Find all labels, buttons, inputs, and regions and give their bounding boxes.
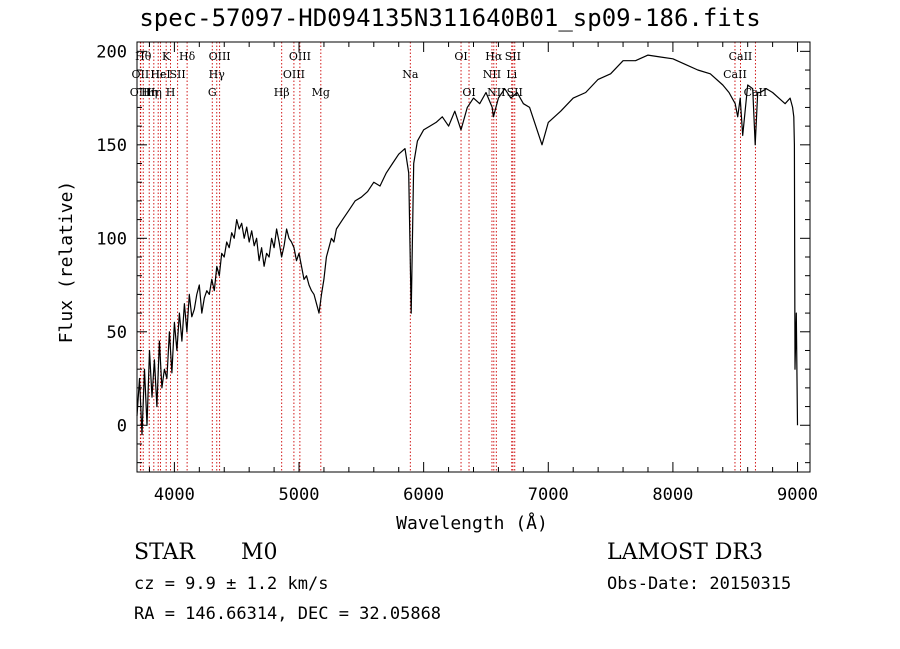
object-class: STAR: [134, 540, 195, 565]
line-marker-label: HeI: [150, 68, 170, 81]
y-axis-label: Flux (relative): [56, 181, 77, 344]
line-marker-label: OIII: [130, 86, 152, 99]
line-marker-label: Hη: [146, 86, 162, 99]
x-tick-label: 4000: [154, 485, 195, 505]
line-marker-label: Mg: [312, 86, 330, 99]
y-tick-label: 0: [117, 416, 127, 436]
line-marker-label: H: [166, 86, 176, 99]
y-tick-label: 100: [96, 229, 127, 249]
line-marker-label: OI: [454, 50, 467, 63]
coordinates: RA = 146.66314, DEC = 32.05868: [134, 604, 442, 624]
x-tick-label: 8000: [652, 485, 693, 505]
line-marker-label: SII: [507, 86, 523, 99]
obs-date: Obs-Date: 20150315: [607, 574, 792, 594]
line-marker-label: CaII: [729, 50, 753, 63]
line-marker-label: Hβ: [274, 86, 290, 99]
line-marker-label: CaII: [723, 68, 747, 81]
y-tick-label: 50: [107, 323, 127, 343]
line-markers-layer: [139, 42, 756, 472]
line-marker-label: G: [208, 86, 217, 99]
marker-labels-layer: HθOIIOIIIHηHηHεHeIKHSIIHδGHγOIIIHβOIIIOI…: [130, 50, 768, 99]
line-marker-label: Hθ: [135, 50, 152, 63]
line-marker-label: Li: [506, 68, 517, 81]
x-tick-label: 5000: [279, 485, 320, 505]
line-marker-label: NII: [487, 86, 505, 99]
line-marker-label: CaII: [744, 86, 768, 99]
survey-label: LAMOST DR3: [607, 540, 763, 565]
x-tick-label: 9000: [777, 485, 818, 505]
redshift-readout: cz = 9.9 ± 1.2 km/s: [134, 574, 329, 594]
line-marker-label: Hγ: [209, 68, 226, 81]
line-marker-label: Hε: [151, 68, 167, 81]
spectrum-line-layer: [136, 54, 799, 436]
x-axis-label: Wavelength (Å): [396, 512, 548, 534]
line-marker-label: Hα: [485, 50, 503, 63]
line-marker-label: Hδ: [179, 50, 196, 63]
line-marker-label: SII: [505, 50, 521, 63]
x-tick-label: 7000: [528, 485, 569, 505]
line-marker-label: OIII: [289, 50, 311, 63]
line-marker-label: OII: [132, 68, 150, 81]
line-marker-label: NII: [483, 68, 501, 81]
y-tick-label: 150: [96, 136, 127, 156]
line-marker-label: OI: [462, 86, 475, 99]
x-tick-label: 6000: [403, 485, 444, 505]
object-subclass: M0: [241, 540, 278, 565]
line-marker-label: SII: [170, 68, 186, 81]
line-marker-label: Hη: [141, 86, 157, 99]
line-marker-label: K: [162, 50, 171, 63]
plot-frame-layer: [136, 41, 811, 473]
axis-ticks-layer: 4000 5000 6000 7000 8000 9000 0 50 100 150 200: [96, 42, 818, 505]
chart-title: spec-57097-HD094135N311640B01_sp09-186.f…: [139, 4, 761, 32]
line-marker-label: OIII: [283, 68, 305, 81]
line-marker-label: OIII: [209, 50, 231, 63]
line-marker-label: Na: [402, 68, 419, 81]
y-tick-label: 200: [96, 42, 127, 62]
plot-frame: [136, 41, 811, 473]
spectrum-series: [136, 54, 799, 436]
